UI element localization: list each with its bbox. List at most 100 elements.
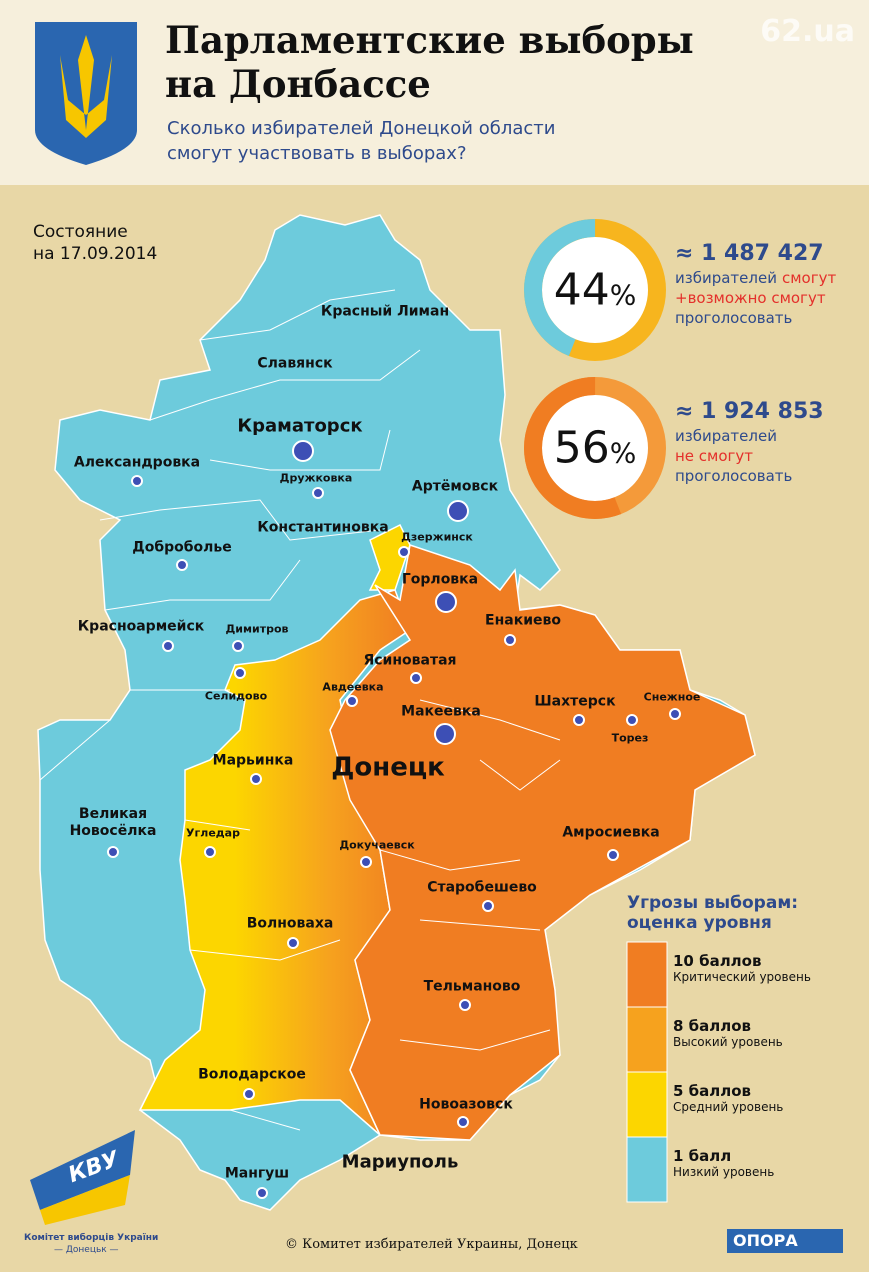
city-label: Красноармейск — [77, 618, 205, 635]
city-label: Мариуполь — [341, 1151, 459, 1173]
legend-points: 10 баллов — [673, 952, 762, 970]
city-label: Тельманово — [423, 978, 521, 995]
city-dot — [410, 672, 422, 684]
percent-sign: % — [609, 436, 637, 470]
city-dot — [107, 846, 119, 858]
city-label: Артёмовск — [411, 478, 499, 495]
city-label: Новоазовск — [419, 1096, 513, 1113]
legend-swatch — [626, 941, 668, 1008]
legend-text: 10 баллов Критический уровень — [673, 952, 811, 984]
stat-text-part: смогут — [781, 269, 837, 287]
legend-description: Высокий уровень — [673, 1035, 783, 1049]
stat-count: ≈ 1 924 853 — [675, 399, 824, 424]
city-label: Донецк — [331, 752, 445, 783]
city-dot — [457, 1116, 469, 1128]
legend-title-line: оценка уровня — [627, 913, 772, 933]
stat-line: не смогут — [675, 446, 824, 466]
city-label: Старобешево — [427, 879, 537, 896]
city-label: Горловка — [401, 571, 479, 588]
city-label: Енакиево — [485, 612, 561, 629]
legend-title: Угрозы выборам: оценка уровня — [627, 893, 798, 933]
city-dot — [435, 591, 457, 613]
title-line: на Донбассе — [165, 62, 431, 106]
city-label: Селидово — [204, 689, 268, 703]
stat-line: избирателей — [675, 426, 824, 446]
city-dot — [234, 667, 246, 679]
status: Состояние на 17.09.2014 — [33, 221, 157, 265]
legend-swatch — [626, 1071, 668, 1138]
title: Парламентские выборы на Донбассе — [165, 18, 694, 106]
city-label: Александровка — [73, 454, 201, 471]
status-line: Состояние — [33, 222, 128, 242]
city-dot — [447, 500, 469, 522]
city-dot — [669, 708, 681, 720]
stat-line: +возможно смогут — [675, 288, 841, 308]
title-line: Парламентские выборы — [165, 18, 694, 62]
stat-line: проголосовать — [675, 308, 841, 328]
stat-text-part: +возможно смогут — [675, 289, 826, 307]
legend-title-line: Угрозы выборам: — [627, 893, 799, 913]
city-label: Авдеевка — [322, 680, 384, 694]
copyright: © Комитет избирателей Украины, Донецк — [285, 1237, 578, 1252]
city-dot — [176, 559, 188, 571]
city-dot — [292, 440, 314, 462]
donut-value — [524, 219, 666, 361]
legend-swatch — [626, 1136, 668, 1203]
stat-line: проголосовать — [675, 466, 824, 486]
legend-points: 5 баллов — [673, 1082, 752, 1100]
city-dot — [243, 1088, 255, 1100]
city-dot — [434, 723, 456, 745]
city-dot — [287, 937, 299, 949]
city-label: Угледар — [186, 826, 240, 840]
percent-value: 56 — [553, 422, 610, 474]
percent-sign: % — [609, 278, 637, 312]
city-label: Доброболье — [132, 539, 232, 556]
city-dot — [360, 856, 372, 868]
subtitle-line: смогут участвовать в выборах? — [167, 143, 467, 164]
city-label: Торез — [611, 731, 649, 745]
city-label: Великая Новосёлка — [69, 806, 157, 839]
stat-text-part: избирателей — [675, 427, 777, 445]
kvu-name: Комітет виборців України — [24, 1233, 159, 1243]
city-dot — [398, 546, 410, 558]
donut-value — [524, 377, 666, 519]
legend-swatch — [626, 1006, 668, 1073]
city-dot — [482, 900, 494, 912]
city-dot — [312, 487, 324, 499]
opora-logo: ОПОРА — [727, 1229, 843, 1253]
subtitle: Сколько избирателей Донецкой области смог… — [167, 116, 555, 166]
city-dot — [232, 640, 244, 652]
subtitle-line: Сколько избирателей Донецкой области — [167, 118, 556, 139]
city-label: Волноваха — [246, 915, 334, 932]
city-label: Константиновка — [257, 519, 389, 536]
region-medium-north — [368, 523, 411, 591]
city-label: Снежное — [643, 690, 701, 704]
region-borders — [39, 289, 561, 1131]
legend-description: Критический уровень — [673, 970, 811, 984]
city-dot — [256, 1187, 268, 1199]
city-dot — [162, 640, 174, 652]
city-dot — [250, 773, 262, 785]
legend-points: 8 баллов — [673, 1017, 752, 1035]
city-dot — [459, 999, 471, 1011]
legend-text: 8 баллов Высокий уровень — [673, 1017, 783, 1049]
stat-text: ≈ 1 924 853 избирателей не смогут проголосо… — [675, 398, 824, 486]
city-label: Димитров — [225, 622, 289, 636]
city-dot — [504, 634, 516, 646]
city-dot — [346, 695, 358, 707]
city-label: Володарское — [198, 1066, 306, 1083]
city-label: Краматорск — [237, 415, 363, 437]
stat-text-part: не смогут — [675, 447, 754, 465]
city-label: Мангуш — [224, 1165, 290, 1182]
city-label: Славянск — [257, 355, 333, 372]
city-label: Ясиноватая — [363, 652, 457, 669]
city-label: Дружковка — [279, 471, 353, 485]
status-line: на 17.09.2014 — [33, 244, 158, 264]
legend-text: 1 балл Низкий уровень — [673, 1147, 774, 1179]
stat-text-part: проголосовать — [675, 467, 793, 485]
city-dot — [626, 714, 638, 726]
header — [0, 0, 869, 185]
stat-text-part: проголосовать — [675, 309, 793, 327]
